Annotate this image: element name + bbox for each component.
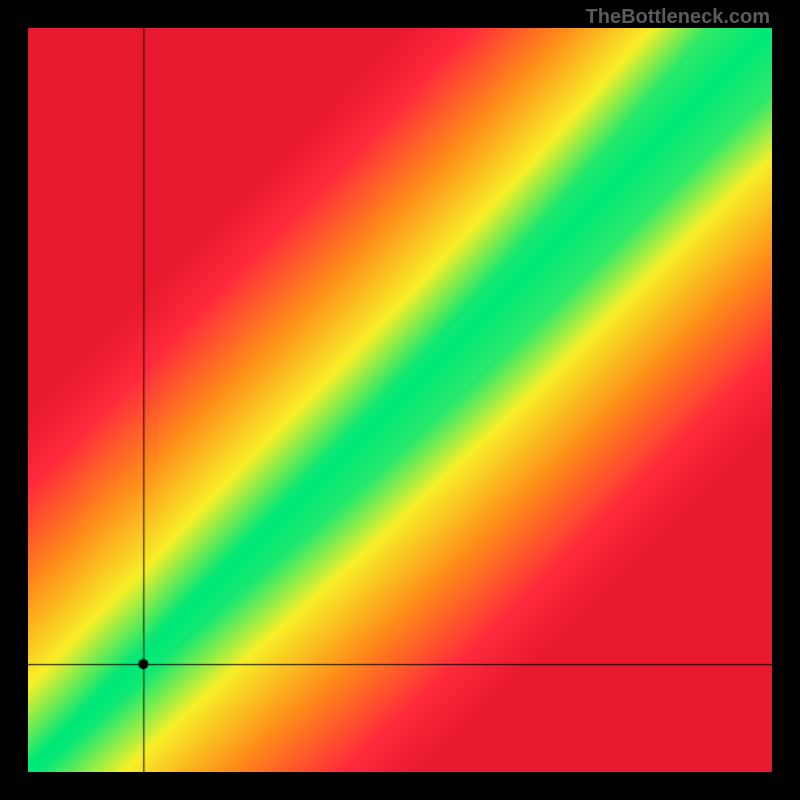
bottleneck-heatmap [28, 28, 772, 772]
watermark-text: TheBottleneck.com [586, 6, 770, 29]
heatmap-canvas [28, 28, 772, 772]
